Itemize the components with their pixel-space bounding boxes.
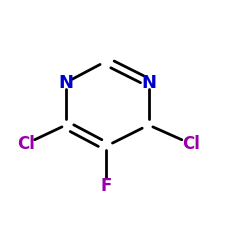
Text: Cl: Cl — [17, 135, 35, 153]
Text: F: F — [100, 178, 112, 196]
Text: N: N — [141, 74, 156, 92]
Text: N: N — [58, 74, 74, 92]
Text: Cl: Cl — [182, 135, 200, 153]
